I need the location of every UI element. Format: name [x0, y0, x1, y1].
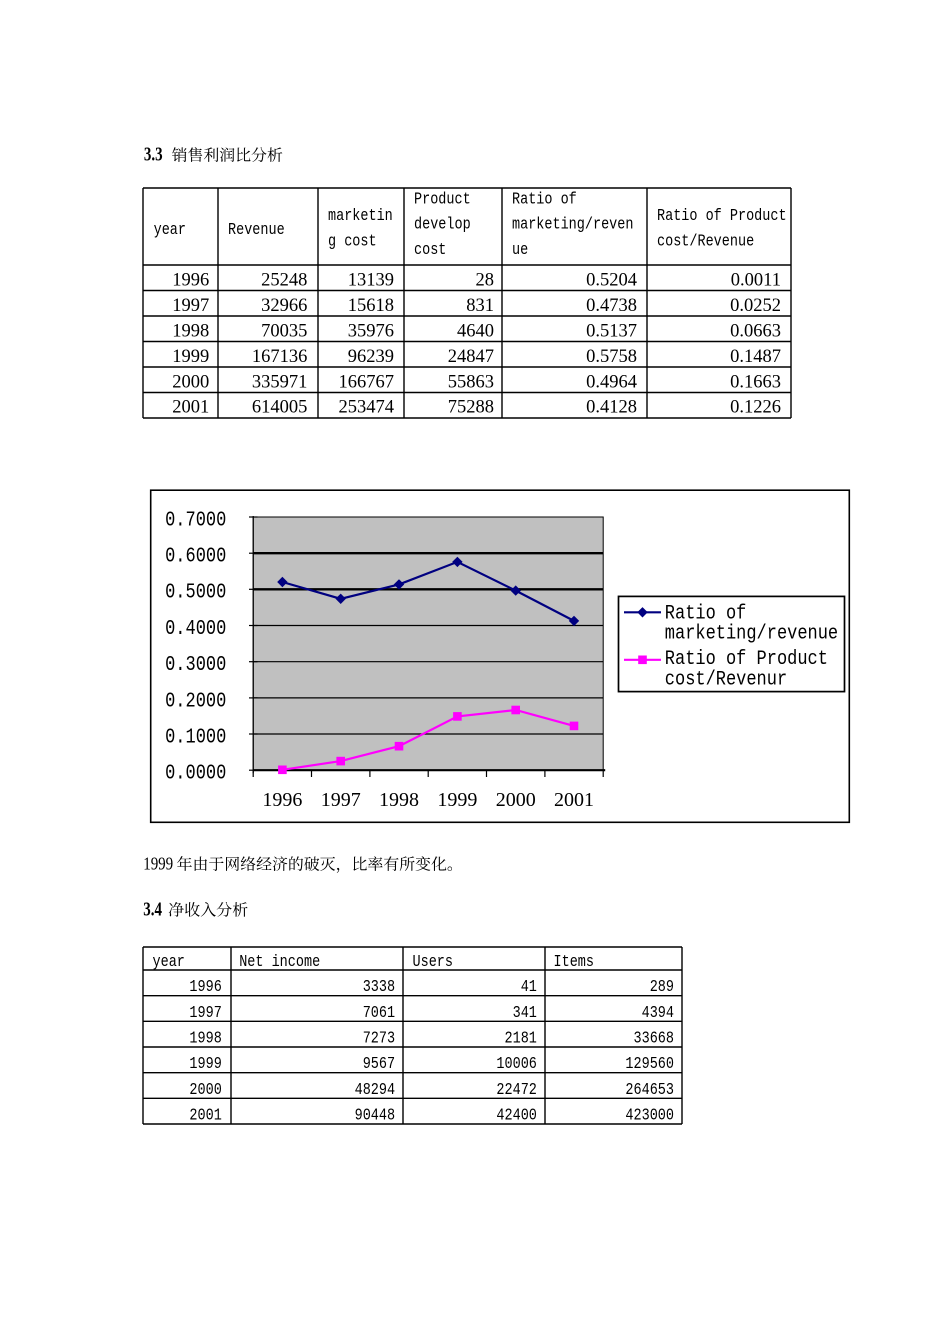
- svg-text:7061: 7061: [363, 1003, 395, 1023]
- svg-text:9567: 9567: [363, 1054, 395, 1074]
- svg-text:Ratio of Product: Ratio of Product: [657, 206, 787, 226]
- svg-text:3.4: 3.4: [143, 899, 162, 920]
- svg-text:Product: Product: [414, 189, 471, 209]
- svg-text:831: 831: [466, 296, 494, 316]
- svg-text:1999: 1999: [437, 789, 477, 811]
- svg-text:4394: 4394: [642, 1003, 674, 1023]
- svg-text:70035: 70035: [261, 322, 307, 342]
- svg-text:g cost: g cost: [328, 231, 377, 251]
- svg-text:Users: Users: [413, 952, 453, 972]
- svg-text:96239: 96239: [348, 347, 394, 367]
- svg-text:cost: cost: [414, 240, 446, 260]
- svg-text:0.3000: 0.3000: [165, 653, 226, 677]
- svg-text:41: 41: [521, 977, 537, 997]
- svg-text:33668: 33668: [634, 1028, 674, 1048]
- svg-text:cost/Revenue: cost/Revenue: [657, 231, 754, 251]
- svg-text:Revenue: Revenue: [228, 220, 285, 240]
- svg-text:0.1663: 0.1663: [730, 372, 781, 392]
- svg-text:3338: 3338: [363, 977, 395, 997]
- svg-text:253474: 253474: [339, 398, 395, 418]
- svg-text:2181: 2181: [505, 1028, 537, 1048]
- svg-text:2000: 2000: [172, 372, 209, 392]
- svg-text:0.2000: 0.2000: [165, 689, 226, 713]
- svg-text:289: 289: [650, 977, 674, 997]
- svg-text:13139: 13139: [348, 271, 394, 291]
- svg-text:ue: ue: [512, 240, 528, 260]
- svg-text:1999: 1999: [172, 347, 209, 367]
- svg-text:cost/Revenur: cost/Revenur: [665, 667, 787, 691]
- svg-text:2001: 2001: [554, 789, 594, 811]
- svg-text:2000: 2000: [189, 1080, 221, 1100]
- svg-text:0.1226: 0.1226: [730, 398, 781, 418]
- svg-text:year: year: [153, 952, 185, 972]
- svg-text:423000: 423000: [625, 1105, 674, 1125]
- svg-text:0.4128: 0.4128: [586, 398, 637, 418]
- svg-text:48294: 48294: [355, 1080, 395, 1100]
- svg-text:0.1487: 0.1487: [730, 347, 781, 367]
- svg-text:1999: 1999: [143, 853, 173, 874]
- svg-text:1998: 1998: [172, 322, 209, 342]
- svg-text:2001: 2001: [172, 398, 209, 418]
- svg-text:0.4964: 0.4964: [586, 372, 637, 392]
- svg-text:1996: 1996: [189, 977, 221, 997]
- svg-text:0.1000: 0.1000: [165, 725, 226, 749]
- svg-text:0.4000: 0.4000: [165, 616, 226, 640]
- svg-text:Ratio of: Ratio of: [665, 601, 747, 625]
- svg-text:35976: 35976: [348, 322, 394, 342]
- svg-text:1998: 1998: [189, 1028, 221, 1048]
- svg-text:1996: 1996: [172, 271, 209, 291]
- svg-text:42400: 42400: [496, 1105, 536, 1125]
- svg-text:develop: develop: [414, 214, 471, 234]
- svg-text:22472: 22472: [496, 1080, 536, 1100]
- svg-text:1999: 1999: [189, 1054, 221, 1074]
- svg-text:0.0252: 0.0252: [730, 296, 781, 316]
- svg-text:15618: 15618: [348, 296, 394, 316]
- svg-text:marketing/reven: marketing/reven: [512, 214, 633, 234]
- svg-text:166767: 166767: [339, 372, 395, 392]
- svg-text:335971: 335971: [252, 372, 308, 392]
- svg-text:1996: 1996: [262, 789, 302, 811]
- svg-text:Items: Items: [554, 952, 594, 972]
- svg-text:0.0000: 0.0000: [165, 761, 226, 785]
- svg-text:2000: 2000: [496, 789, 536, 811]
- svg-text:2001: 2001: [189, 1105, 221, 1125]
- svg-text:1998: 1998: [379, 789, 419, 811]
- svg-text:7273: 7273: [363, 1028, 395, 1048]
- svg-text:25248: 25248: [261, 271, 307, 291]
- svg-text:1997: 1997: [189, 1003, 221, 1023]
- svg-text:0.5758: 0.5758: [586, 347, 637, 367]
- svg-text:1997: 1997: [321, 789, 361, 811]
- svg-text:129560: 129560: [625, 1054, 674, 1074]
- svg-text:3.3: 3.3: [144, 144, 163, 165]
- svg-text:4640: 4640: [457, 322, 494, 342]
- svg-text:75288: 75288: [448, 398, 494, 418]
- svg-text:614005: 614005: [252, 398, 308, 418]
- svg-text:0.7000: 0.7000: [165, 508, 226, 532]
- svg-text:32966: 32966: [261, 296, 307, 316]
- svg-text:55863: 55863: [448, 372, 494, 392]
- svg-text:0.0663: 0.0663: [730, 322, 781, 342]
- svg-text:marketin: marketin: [328, 206, 393, 226]
- svg-text:Ratio of Product: Ratio of Product: [665, 647, 828, 671]
- svg-text:0.0011: 0.0011: [731, 271, 781, 291]
- svg-text:marketing/revenue: marketing/revenue: [665, 621, 838, 645]
- svg-text:0.5204: 0.5204: [586, 271, 637, 291]
- svg-text:167136: 167136: [252, 347, 308, 367]
- svg-text:24847: 24847: [448, 347, 494, 367]
- svg-text:0.5137: 0.5137: [586, 322, 637, 342]
- svg-text:10006: 10006: [496, 1054, 536, 1074]
- svg-text:341: 341: [513, 1003, 537, 1023]
- svg-text:0.4738: 0.4738: [586, 296, 637, 316]
- svg-text:0.6000: 0.6000: [165, 544, 226, 568]
- svg-text:Ratio of: Ratio of: [512, 189, 577, 209]
- svg-text:90448: 90448: [355, 1105, 395, 1125]
- svg-text:1997: 1997: [172, 296, 209, 316]
- svg-text:264653: 264653: [625, 1080, 674, 1100]
- svg-text:28: 28: [476, 271, 495, 291]
- svg-text:Net income: Net income: [239, 952, 320, 972]
- svg-text:0.5000: 0.5000: [165, 580, 226, 604]
- svg-text:year: year: [154, 220, 186, 240]
